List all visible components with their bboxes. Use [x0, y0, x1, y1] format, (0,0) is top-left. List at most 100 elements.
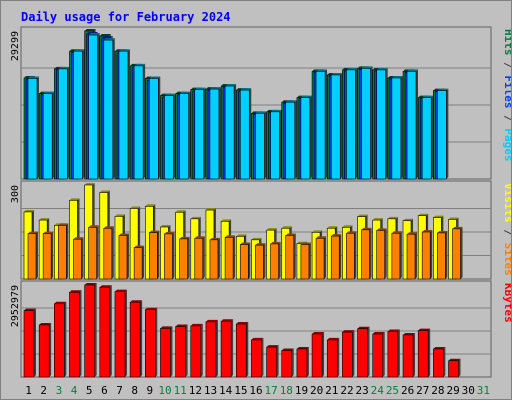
bar-sites-day-6-side	[111, 226, 114, 279]
bar-sites-day-17-side	[278, 241, 281, 279]
bar-kbytes-day-16	[251, 337, 264, 378]
bar-pages-day-14-top	[225, 84, 237, 87]
bar-sites-day-23	[361, 227, 372, 280]
bar-kbytes-day-6	[99, 285, 112, 378]
x-tick-label-1: 1	[25, 384, 32, 397]
bar-pages-day-4-top	[73, 49, 85, 52]
bar-visits-day-5-top	[84, 183, 95, 185]
bar-sites-day-18-top	[285, 233, 296, 236]
bar-kbytes-day-20	[311, 332, 325, 378]
bar-sites-day-21-top	[331, 234, 342, 237]
bar-pages-day-8-side	[143, 63, 146, 179]
series-label-2: Files	[502, 75, 511, 108]
bar-kbytes-day-24-face	[372, 333, 384, 378]
bar-kbytes-day-22-face	[342, 331, 353, 378]
bar-kbytes-day-26-top	[403, 332, 416, 335]
bar-kbytes-day-5	[84, 283, 97, 378]
bar-pages-day-13	[209, 87, 221, 180]
bar-pages-day-7-top	[118, 49, 130, 52]
bar-sites-day-12-face	[194, 237, 204, 280]
bar-pages-day-5	[88, 33, 100, 180]
bar-sites-day-16-side	[263, 243, 266, 279]
bar-pages-day-14	[224, 84, 237, 180]
bar-sites-day-25-face	[391, 232, 401, 280]
bar-kbytes-day-19-face	[296, 348, 308, 378]
series-label-4: Pages	[502, 128, 511, 161]
bar-pages-day-28-side	[446, 88, 449, 179]
bar-kbytes-day-29-top	[448, 358, 461, 361]
bar-pages-day-24-side	[385, 67, 388, 179]
bar-visits-day-8-top	[130, 206, 141, 209]
bar-pages-day-2-face	[42, 93, 53, 180]
bar-sites-day-28-face	[437, 232, 446, 280]
bar-pages-day-15-top	[240, 88, 252, 91]
bar-pages-day-3-side	[67, 66, 70, 179]
panel-bottom-series-labels: KBytes	[502, 283, 511, 323]
bar-pages-day-28-top	[437, 88, 449, 91]
x-tick-label-15: 15	[234, 384, 247, 397]
bar-sites-day-14-face	[224, 237, 234, 280]
bar-pages-day-6	[103, 38, 115, 180]
bar-sites-day-27	[421, 230, 433, 280]
bar-sites-day-8-face	[133, 247, 143, 280]
bar-sites-day-5-top	[88, 225, 99, 228]
bar-kbytes-day-16-top	[251, 337, 264, 340]
bar-sites-day-9-side	[157, 230, 160, 279]
bar-visits-day-23-top	[357, 214, 368, 217]
bar-kbytes-day-26	[402, 332, 416, 378]
x-tick-label-24: 24	[371, 384, 385, 397]
bar-pages-day-19-face	[300, 97, 311, 180]
bar-pages-day-1	[27, 76, 39, 180]
bar-pages-day-4-face	[73, 50, 83, 180]
panel-top-max-label: 29299	[10, 31, 21, 61]
bar-pages-day-7	[118, 49, 130, 180]
bar-kbytes-day-7-side	[124, 289, 127, 377]
x-tick-label-6: 6	[101, 384, 108, 397]
bar-sites-day-29-face	[452, 228, 461, 280]
series-label-0: Hits	[502, 29, 511, 56]
bar-kbytes-day-2-side	[49, 322, 52, 377]
bar-pages-day-1-top	[28, 76, 39, 79]
bar-pages-day-1-side	[37, 76, 39, 179]
bar-pages-day-11-face	[179, 93, 189, 180]
bar-pages-day-16-side	[264, 111, 267, 179]
bar-kbytes-day-27	[417, 328, 431, 378]
bar-kbytes-day-25-side	[397, 329, 400, 377]
bar-sites-day-18-face	[285, 235, 295, 280]
bar-kbytes-day-9-side	[155, 307, 158, 377]
bar-pages-day-25-side	[400, 75, 403, 179]
bar-sites-day-20-side	[324, 236, 327, 279]
bar-pages-day-4-side	[82, 49, 85, 180]
bar-pages-day-19-top	[300, 95, 312, 98]
bar-kbytes-day-28-side	[443, 346, 446, 377]
bar-pages-day-3	[58, 66, 70, 180]
bar-kbytes-day-15-top	[236, 322, 249, 325]
bar-kbytes-day-3	[54, 301, 67, 378]
bar-kbytes-day-6-face	[99, 286, 111, 378]
bar-sites-day-4-face	[73, 238, 82, 280]
bar-pages-day-26-side	[416, 69, 419, 179]
bar-kbytes-day-11-face	[175, 326, 186, 378]
bar-pages-day-13-face	[209, 88, 220, 180]
x-tick-label-9: 9	[147, 384, 154, 397]
x-tick-label-8: 8	[131, 384, 138, 397]
bar-visits-day-27-top	[418, 213, 429, 216]
bar-sites-day-10-face	[164, 233, 173, 280]
bar-kbytes-day-14-face	[220, 320, 232, 378]
bar-kbytes-day-17-top	[266, 345, 279, 348]
bar-visits-day-15-top	[236, 234, 247, 237]
bar-sites-day-28-top	[437, 230, 448, 233]
bar-sites-day-3	[58, 223, 69, 280]
bar-sites-day-8	[133, 245, 145, 280]
x-tick-label-14: 14	[219, 384, 233, 397]
bar-kbytes-day-4-top	[69, 290, 82, 293]
bar-sites-day-23-side	[369, 227, 372, 279]
bar-pages-day-25	[391, 75, 403, 180]
x-tick-label-25: 25	[386, 384, 399, 397]
bar-sites-day-14-top	[225, 235, 236, 238]
bar-visits-day-22-top	[342, 225, 353, 228]
bar-sites-day-11-face	[179, 238, 188, 280]
bar-pages-day-27-side	[431, 95, 434, 179]
bar-visits-day-29-top	[448, 217, 459, 220]
